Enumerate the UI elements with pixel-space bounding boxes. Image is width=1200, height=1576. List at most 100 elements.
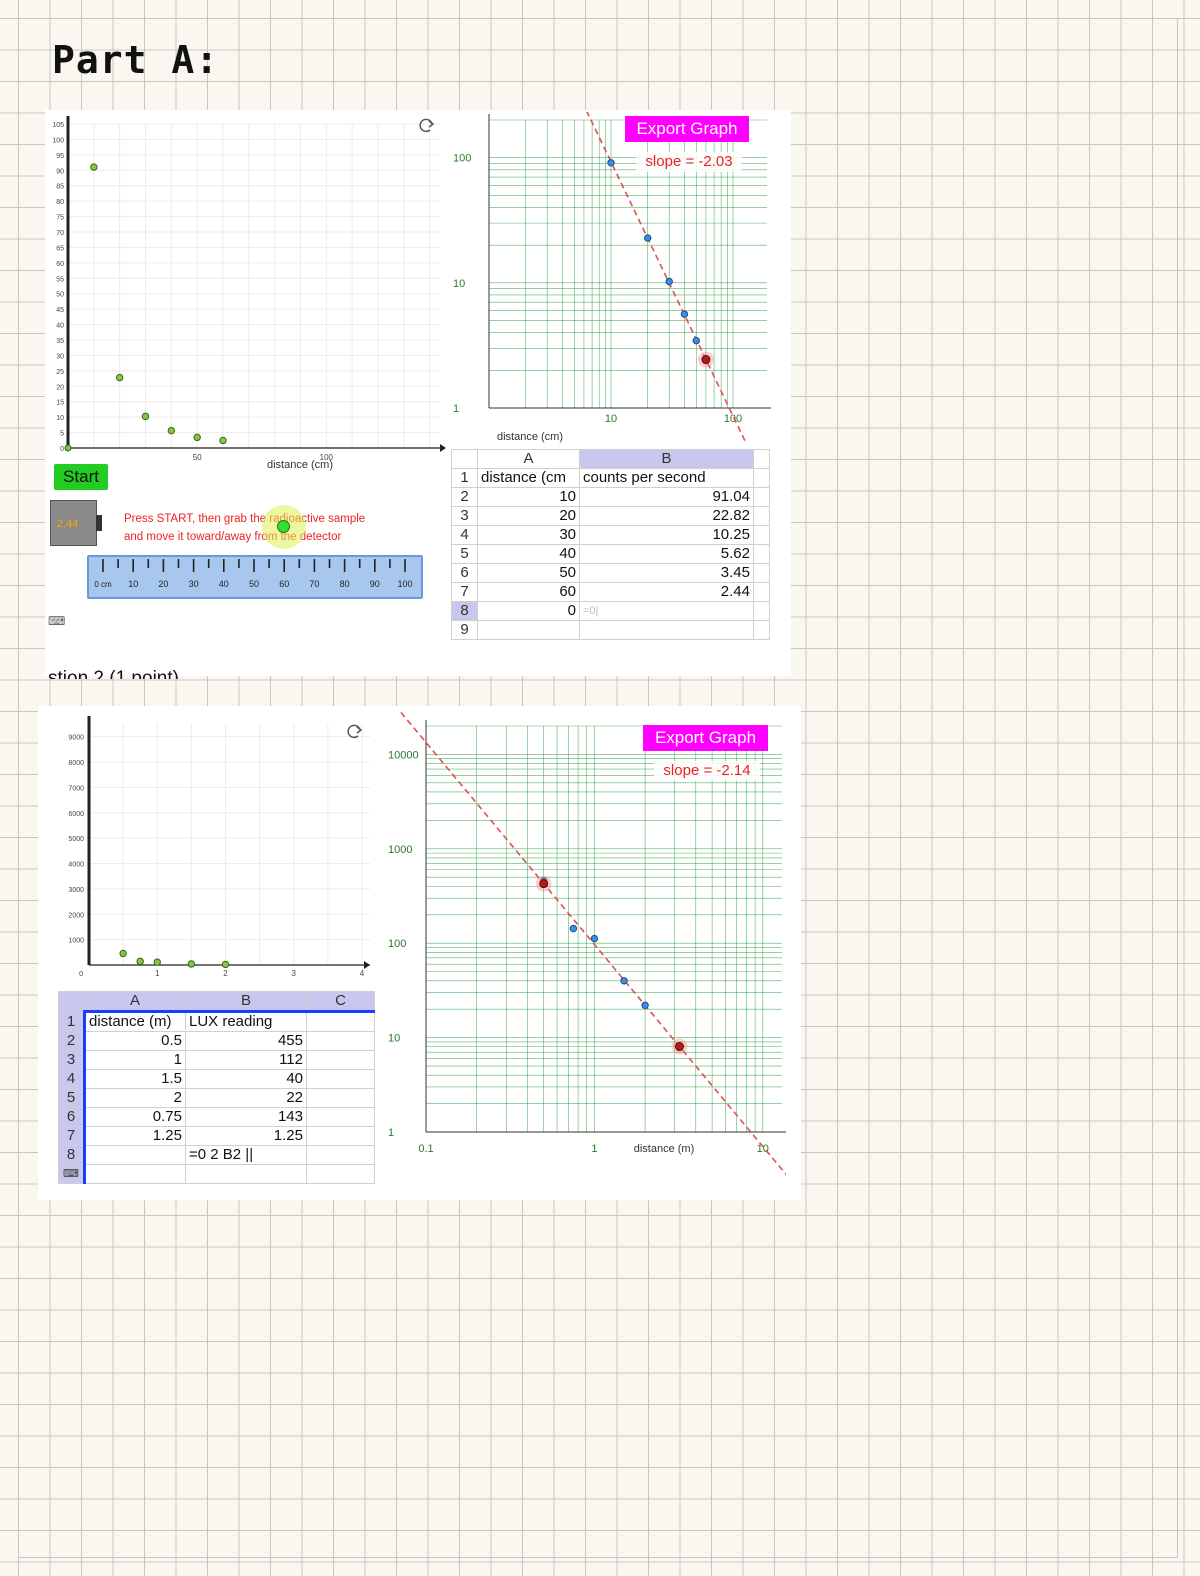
row-number[interactable]: 6 xyxy=(451,563,478,583)
table-cell-editing[interactable]: =0 2 B2 || xyxy=(185,1145,307,1165)
fit-line xyxy=(399,712,786,1176)
table-cell[interactable]: 5.62 xyxy=(579,544,754,564)
table-cell[interactable]: 1 xyxy=(83,1050,186,1070)
table-cell[interactable]: 22.82 xyxy=(579,506,754,526)
column-header[interactable]: A xyxy=(477,449,580,469)
table-cell[interactable]: 1.25 xyxy=(83,1126,186,1146)
row-number[interactable]: 9 xyxy=(451,620,478,640)
y-tick-label: 7000 xyxy=(68,785,84,792)
data-point xyxy=(219,436,227,445)
question-heading-cut: stion 2 (1 point) xyxy=(48,668,179,679)
export-graph-button-bottom[interactable]: Export Graph xyxy=(643,725,768,751)
x-tick-label: 100 xyxy=(724,413,742,425)
instructions: Press START, then grab the radioactive s… xyxy=(124,510,365,546)
table-cell[interactable]: 30 xyxy=(477,525,580,545)
y-tick-label: 15 xyxy=(56,400,64,407)
instruction-line-2: and move it toward/away from the detecto… xyxy=(124,531,342,543)
data-point xyxy=(153,958,161,966)
table-cell[interactable]: 0.75 xyxy=(83,1107,186,1127)
table-cell[interactable]: distance (cm xyxy=(477,468,580,488)
column-header[interactable]: B xyxy=(185,991,307,1012)
radioactive-sample-handle[interactable] xyxy=(277,520,290,533)
row-number[interactable]: 3 xyxy=(451,506,478,526)
row-number[interactable]: 5 xyxy=(451,544,478,564)
ruler-label: 70 xyxy=(309,579,319,589)
row-number[interactable]: 7 xyxy=(451,582,478,602)
table-row: 9 xyxy=(451,620,770,640)
refresh-icon xyxy=(347,724,361,739)
data-point xyxy=(115,373,124,382)
table-cell[interactable]: 1.5 xyxy=(83,1069,186,1089)
table-cell[interactable]: 143 xyxy=(185,1107,307,1127)
table-cell[interactable]: distance (m) xyxy=(83,1010,186,1032)
table-cell[interactable]: counts per second xyxy=(579,468,754,488)
table-cell[interactable]: 91.04 xyxy=(579,487,754,507)
table-cell[interactable]: 2.44 xyxy=(579,582,754,602)
table-cell[interactable]: 112 xyxy=(185,1050,307,1070)
row-number[interactable]: 7 xyxy=(58,1126,85,1146)
table-row: 3 20 22.82 xyxy=(451,506,770,526)
data-point xyxy=(167,426,176,435)
table-cell[interactable]: 455 xyxy=(185,1031,307,1051)
y-tick-label: 100 xyxy=(388,938,406,950)
row-number[interactable]: 5 xyxy=(58,1088,85,1108)
column-header[interactable]: C xyxy=(306,991,375,1013)
column-header[interactable]: A xyxy=(84,991,186,1012)
table-cell[interactable]: 10.25 xyxy=(579,525,754,545)
row-number[interactable]: 2 xyxy=(58,1031,85,1051)
x-axis-label: distance (cm) xyxy=(497,431,563,443)
instruction-line-1: Press START, then grab the radioactive s… xyxy=(124,513,366,525)
ruler-label: 60 xyxy=(279,579,289,589)
table-cell-editing[interactable]: =0| xyxy=(579,601,754,621)
table-cell[interactable]: 22 xyxy=(185,1088,307,1108)
table-row: 1 distance (m) LUX reading xyxy=(58,1010,375,1032)
column-header[interactable]: B xyxy=(579,449,754,469)
table-cell[interactable]: 50 xyxy=(477,563,580,583)
top-loglog-plot: 100 10 1 10 100 distance (cm) xyxy=(453,112,771,444)
row-number[interactable]: 4 xyxy=(451,525,478,545)
top-scatter-plot: 1051009590858075706560555045403530252015… xyxy=(52,116,446,471)
data-point xyxy=(569,924,578,933)
start-button[interactable]: Start xyxy=(54,464,108,490)
table-row: 5 40 5.62 xyxy=(451,544,770,564)
row-number[interactable]: 1 xyxy=(58,1011,85,1032)
table-cell[interactable]: 40 xyxy=(185,1069,307,1089)
data-point xyxy=(187,960,196,968)
table-cell[interactable]: 3.45 xyxy=(579,563,754,583)
table-row: 5 2 22 xyxy=(58,1088,375,1108)
slope-label-bottom: slope = -2.14 xyxy=(654,761,760,781)
table-cell[interactable]: LUX reading xyxy=(185,1010,307,1032)
x-tick-label: 10 xyxy=(605,413,617,425)
table-row: 2 0.5 455 xyxy=(58,1031,375,1051)
table-cell[interactable]: 0 xyxy=(477,601,580,621)
y-tick-label: 10 xyxy=(388,1033,400,1045)
ruler: 0 cm 10 20 30 40 50 60 70 80 90 100 xyxy=(87,555,423,599)
fit-handle xyxy=(674,1042,684,1052)
keyboard-icon[interactable]: ⌨ xyxy=(58,1164,85,1184)
keyboard-icon[interactable]: ⌨ xyxy=(48,614,66,628)
row-number[interactable]: 1 xyxy=(451,468,478,488)
export-graph-button-top[interactable]: Export Graph xyxy=(625,116,749,142)
table-cell[interactable]: 20 xyxy=(477,506,580,526)
row-number[interactable]: 2 xyxy=(451,487,478,507)
slope-label-top: slope = -2.03 xyxy=(636,152,742,172)
table-cell[interactable]: 10 xyxy=(477,487,580,507)
row-number[interactable]: 8 xyxy=(58,1145,85,1165)
bottom-data-table[interactable]: A B C 1 distance (m) LUX reading 2 0.5 4… xyxy=(58,991,375,1184)
ruler-label: 0 cm xyxy=(94,580,112,589)
y-tick-label: 2000 xyxy=(68,912,84,919)
table-cell[interactable]: 40 xyxy=(477,544,580,564)
table-cell[interactable]: 0.5 xyxy=(83,1031,186,1051)
table-cell[interactable]: 60 xyxy=(477,582,580,602)
y-tick-label: 35 xyxy=(56,338,64,345)
refresh-icon-arrow xyxy=(428,120,435,128)
row-number[interactable]: 4 xyxy=(58,1069,85,1089)
row-number[interactable]: 3 xyxy=(58,1050,85,1070)
row-number[interactable]: 6 xyxy=(58,1107,85,1127)
table-cell[interactable]: 1.25 xyxy=(185,1126,307,1146)
table-cell[interactable]: 2 xyxy=(83,1088,186,1108)
top-data-table[interactable]: A B 1 distance (cm counts per second 2 1… xyxy=(451,449,770,640)
y-tick-label: 4000 xyxy=(68,862,84,869)
row-number[interactable]: 8 xyxy=(451,601,478,621)
y-tick-label: 1000 xyxy=(68,938,84,945)
